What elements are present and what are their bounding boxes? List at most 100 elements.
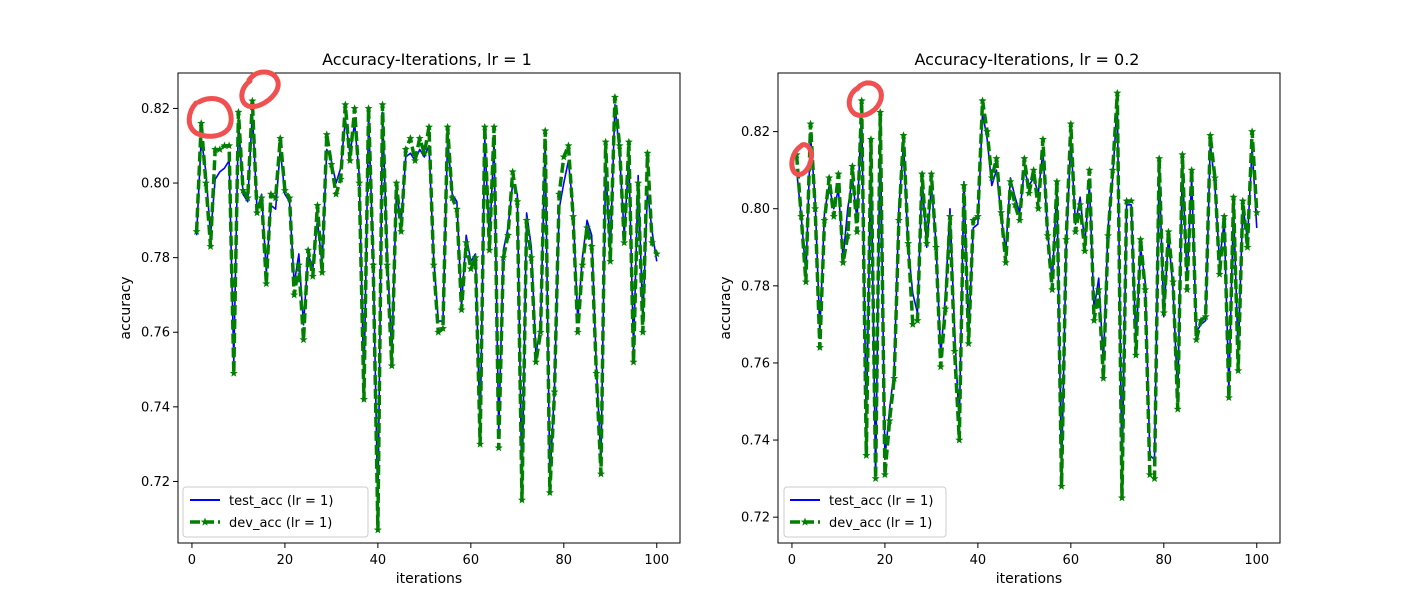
left-dev-acc-point [406, 134, 415, 142]
right-dev-acc-point [811, 204, 820, 213]
left-x-tick-label: 80 [556, 553, 573, 568]
right-dev-acc-point [1159, 308, 1168, 317]
right-dev-acc-point [1145, 470, 1154, 479]
left-x-tick-label: 40 [370, 553, 387, 568]
right-dev-acc-point [1052, 177, 1061, 186]
left-dev-acc-point [592, 369, 601, 377]
right-x-ticks: 0 20 40 60 80 100 [788, 543, 1269, 568]
right-dev-acc-point [871, 474, 880, 483]
right-dev-acc-point [815, 343, 824, 351]
right-dev-acc-point [987, 173, 996, 182]
right-axes-frame [777, 72, 1281, 544]
right-dev-acc-point [927, 169, 936, 178]
right-dev-acc-point [1076, 200, 1085, 209]
left-dev-acc-point [397, 227, 406, 235]
right-series-line-dev-acc [794, 91, 1259, 500]
left-dev-acc-point [517, 495, 526, 504]
right-dev-acc-point [1178, 150, 1187, 159]
left-dev-acc-point [541, 126, 550, 135]
left-dev-acc-point [280, 186, 289, 194]
right-dev-acc-point [894, 216, 903, 224]
right-dev-acc-point [820, 216, 829, 224]
left-x-tick-label: 100 [644, 553, 669, 568]
left-chart-title: Accuracy-Iterations, lr = 1 [322, 50, 532, 69]
left-dev-acc-point [211, 145, 220, 153]
left-y-tick-label: 0.76 [141, 326, 170, 341]
right-x-tick-label: 0 [788, 553, 796, 568]
right-annotations [789, 80, 884, 177]
right-dev-acc-point [1085, 165, 1094, 174]
right-dev-acc-point [955, 435, 964, 444]
right-dev-acc-point [1164, 227, 1173, 236]
left-dev-acc-point [610, 93, 619, 101]
left-dev-acc-point [624, 137, 633, 146]
left-dev-acc-point [508, 167, 517, 176]
left-y-tick-label: 0.80 [141, 177, 170, 192]
right-dev-acc-point [880, 470, 889, 479]
left-dev-acc-point [569, 212, 578, 221]
left-dev-acc-point [285, 193, 294, 202]
right-dev-acc-point [997, 208, 1006, 216]
left-dev-acc-point [443, 122, 452, 131]
left-legend-dev-marker [200, 517, 210, 526]
left-annotations [186, 69, 281, 139]
right-dev-acc-point [1229, 192, 1238, 201]
right-dev-acc-point [1104, 231, 1113, 240]
right-dev-acc-point [992, 154, 1001, 162]
left-dev-acc-point [299, 335, 308, 344]
right-dev-acc-point [1113, 88, 1122, 97]
right-dev-acc-point [1006, 177, 1015, 186]
left-plot-area [192, 93, 661, 534]
left-y-tick-label: 0.74 [141, 400, 170, 415]
left-dev-acc-point [294, 260, 303, 269]
left-dev-acc-point [606, 257, 615, 265]
left-dev-acc-point [545, 488, 554, 497]
left-dev-acc-point [350, 104, 359, 112]
right-y-axis-label: accuracy [718, 276, 734, 339]
left-dev-acc-point [192, 227, 201, 235]
right-dev-acc-point [964, 339, 973, 348]
right-dev-acc-point [1071, 227, 1080, 236]
right-dev-acc-point [876, 108, 885, 116]
left-dev-acc-point [438, 324, 447, 332]
left-dev-acc-point [490, 122, 499, 131]
right-legend-test-label: test_acc (lr = 1) [829, 494, 933, 509]
left-dev-acc-point [462, 238, 471, 247]
left-dev-acc-point [513, 197, 522, 206]
right-dev-acc-point [848, 162, 857, 170]
left-dev-acc-point [290, 290, 299, 299]
right-y-tick-label: 0.72 [741, 511, 770, 526]
right-dev-acc-point [1094, 285, 1103, 294]
left-dev-acc-point [257, 193, 266, 202]
left-x-tick-label: 60 [463, 553, 480, 568]
left-dev-acc-point [536, 328, 545, 336]
right-dev-acc-point [941, 304, 950, 313]
left-dev-acc-point [578, 260, 587, 269]
right-dev-acc-point [825, 173, 834, 182]
left-dev-acc-point [253, 208, 262, 217]
right-dev-acc-point [1020, 154, 1029, 162]
right-dev-acc-point [1234, 366, 1243, 375]
left-dev-acc-point [239, 186, 248, 194]
right-dev-acc-point [978, 96, 987, 105]
right-dev-acc-point [945, 212, 954, 220]
right-x-tick-label: 100 [1244, 553, 1269, 568]
right-dev-acc-point [839, 258, 848, 267]
left-dev-acc-point [359, 395, 368, 403]
right-dev-acc-point [806, 119, 815, 128]
left-dev-acc-point [643, 149, 652, 157]
left-dev-acc-point [583, 223, 592, 232]
left-dev-acc-point [555, 190, 564, 198]
left-dev-acc-point [620, 238, 629, 247]
right-dev-acc-point [950, 347, 959, 355]
right-red-circle-annotation-2 [846, 80, 884, 118]
right-dev-acc-point [899, 131, 908, 139]
left-y-axis-label: accuracy [118, 276, 134, 339]
right-dev-acc-point [1080, 246, 1089, 255]
left-dev-acc-point [559, 152, 568, 161]
left-dev-acc-point [471, 253, 480, 262]
right-dev-acc-point [983, 127, 992, 135]
left-dev-acc-point [364, 104, 373, 112]
left-dev-acc-point [373, 525, 382, 534]
right-dev-acc-point [1238, 196, 1247, 205]
